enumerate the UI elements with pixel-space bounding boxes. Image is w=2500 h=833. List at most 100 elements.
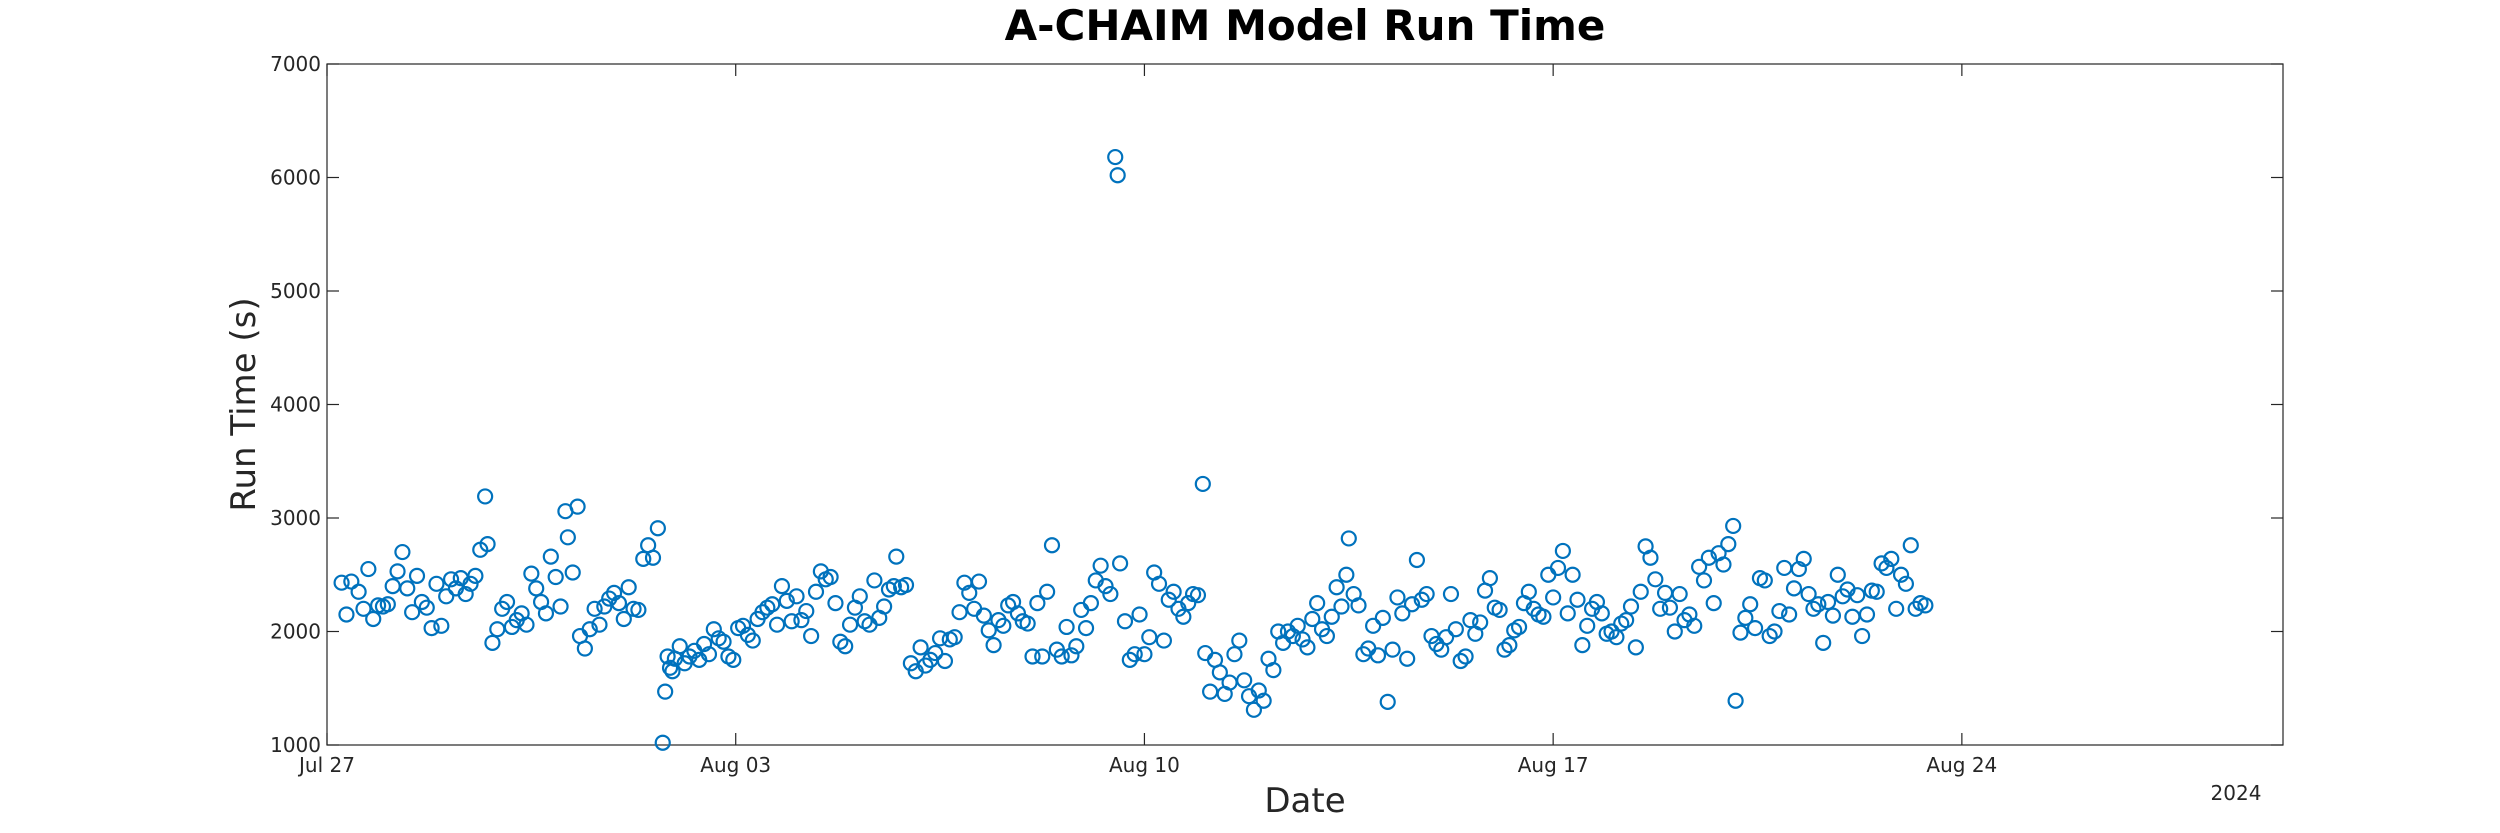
data-point <box>1457 648 1474 665</box>
data-point <box>1656 584 1674 602</box>
data-point <box>1559 605 1576 622</box>
data-point <box>457 585 474 603</box>
data-point <box>484 634 501 651</box>
x-tick-label: Aug 17 <box>1518 753 1589 777</box>
data-point <box>355 600 372 617</box>
data-point <box>827 595 844 612</box>
data-point <box>418 599 435 616</box>
data-point <box>518 616 535 633</box>
data-point <box>1761 627 1778 645</box>
data-point <box>1727 692 1744 709</box>
data-point <box>1384 641 1401 658</box>
data-point <box>1810 596 1827 613</box>
data-point <box>744 632 761 649</box>
data-point <box>1299 639 1316 656</box>
data-point <box>970 573 988 590</box>
data-point <box>1892 566 1910 583</box>
data-point <box>1666 623 1683 640</box>
data-point <box>1136 646 1153 663</box>
plot-frame <box>326 63 2284 746</box>
data-point <box>657 683 674 700</box>
data-point <box>1742 596 1759 613</box>
data-point <box>1549 559 1567 577</box>
data-point <box>1720 536 1737 553</box>
data-point <box>615 610 632 628</box>
data-point <box>581 621 598 638</box>
data-point <box>1671 585 1688 603</box>
data-point <box>1197 644 1214 662</box>
data-point <box>1652 600 1669 617</box>
data-point <box>946 629 963 646</box>
data-point <box>528 580 545 597</box>
data-point <box>338 606 355 623</box>
data-point <box>764 596 781 613</box>
chart-title: A-CHAIM Model Run Time <box>1005 1 1606 50</box>
data-point <box>384 577 401 595</box>
data-point <box>995 617 1012 634</box>
data-point <box>1294 631 1311 648</box>
data-point <box>559 529 576 546</box>
data-point <box>715 633 732 650</box>
x-tick-label: Aug 24 <box>1926 753 1997 777</box>
data-point <box>832 633 849 650</box>
data-point <box>569 498 586 515</box>
data-point <box>1109 167 1126 184</box>
data-point <box>1082 595 1100 612</box>
data-point <box>1661 599 1679 616</box>
data-point <box>788 588 805 605</box>
data-point <box>1632 583 1649 600</box>
data-point <box>1112 555 1129 572</box>
data-point <box>1226 646 1243 663</box>
data-point <box>798 602 815 620</box>
data-point <box>1520 583 1537 600</box>
data-point <box>537 605 555 622</box>
data-point <box>1608 629 1625 646</box>
data-point <box>1776 559 1793 577</box>
data-point <box>1829 566 1846 583</box>
data-point <box>1043 537 1061 554</box>
data-point <box>1700 549 1717 566</box>
data-point <box>1323 608 1340 625</box>
data-point <box>1255 692 1272 709</box>
data-point <box>1442 585 1460 603</box>
data-point <box>1399 650 1416 667</box>
data-point <box>1403 596 1421 613</box>
data-point <box>1189 587 1207 604</box>
data-point <box>1029 595 1046 612</box>
data-point <box>1642 549 1659 566</box>
data-point <box>438 588 455 605</box>
data-point <box>350 583 367 600</box>
data-point <box>1593 605 1610 622</box>
data-point <box>1897 575 1915 592</box>
data-point <box>927 644 944 662</box>
x-axis-year-label: 2024 <box>2211 781 2262 805</box>
data-point <box>1766 623 1783 640</box>
data-point <box>1304 610 1321 628</box>
data-point <box>1540 566 1557 583</box>
data-point <box>1073 601 1090 619</box>
y-tick-label: 7000 <box>270 52 321 76</box>
data-point <box>433 617 450 634</box>
data-point <box>1737 609 1754 626</box>
data-point <box>610 595 628 612</box>
data-point <box>564 564 581 581</box>
data-point <box>1126 646 1143 663</box>
data-point <box>1338 566 1355 583</box>
x-tick-label: Aug 03 <box>700 753 771 777</box>
data-point <box>605 584 623 602</box>
data-point <box>1116 613 1134 630</box>
data-point <box>659 648 676 665</box>
data-point <box>1574 637 1591 654</box>
data-point <box>837 638 854 655</box>
data-point <box>649 520 666 537</box>
data-point <box>851 588 868 605</box>
data-point <box>489 621 506 638</box>
data-point <box>1858 606 1876 623</box>
data-point <box>773 577 791 595</box>
data-point <box>1618 612 1635 629</box>
data-point <box>695 635 713 653</box>
data-point <box>1501 637 1518 654</box>
data-point <box>1141 629 1158 646</box>
data-point <box>542 548 559 565</box>
data-point <box>1418 585 1435 603</box>
